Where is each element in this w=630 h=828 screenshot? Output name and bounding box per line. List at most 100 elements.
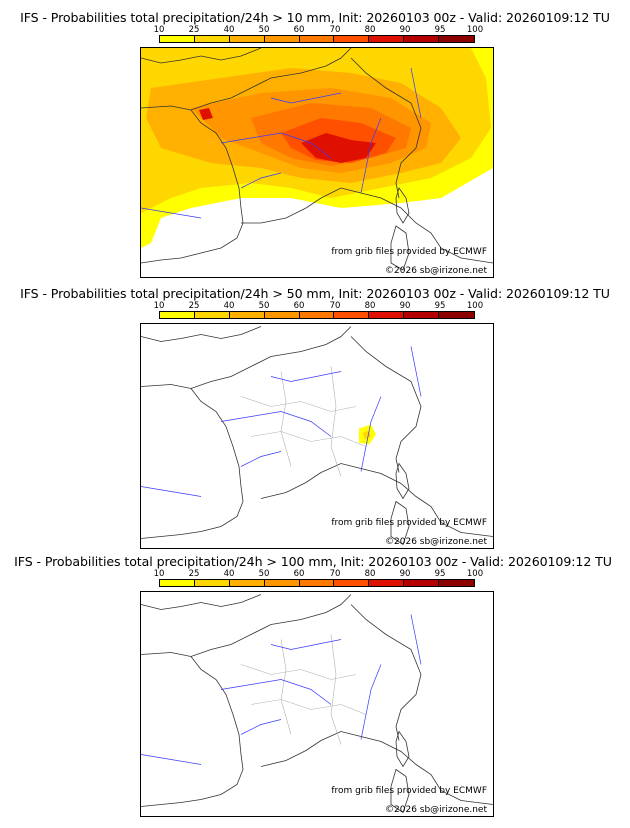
region-line bbox=[240, 664, 357, 680]
colorbar-swatch bbox=[299, 580, 335, 586]
colorbar-tick: 50 bbox=[258, 301, 270, 311]
colorbar-tick: 40 bbox=[223, 569, 235, 579]
colorbar-tick: 80 bbox=[364, 301, 376, 311]
river-garonne bbox=[240, 719, 282, 735]
border-france-east bbox=[350, 604, 422, 741]
river-loire bbox=[220, 679, 332, 705]
colorbar-swatch bbox=[369, 312, 405, 318]
prob-area-80-90-west bbox=[199, 108, 213, 120]
colorbar-swatch bbox=[334, 36, 370, 42]
river-rhine bbox=[410, 67, 422, 119]
colorbar-swatch bbox=[160, 312, 195, 318]
colorbar-tick: 10 bbox=[153, 301, 165, 311]
coastline-channel bbox=[141, 48, 352, 111]
colorbar-swatch bbox=[404, 312, 439, 318]
river-seine bbox=[270, 92, 342, 104]
colorbar-swatch bbox=[229, 312, 265, 318]
coastline-mediterranean bbox=[260, 187, 493, 264]
colorbar bbox=[159, 35, 475, 43]
river-garonne bbox=[240, 451, 282, 467]
region-line bbox=[250, 431, 367, 447]
corsica-coast bbox=[395, 462, 410, 500]
coastline-britain bbox=[141, 48, 262, 64]
coastline-channel bbox=[141, 594, 352, 657]
river-spain bbox=[141, 754, 202, 765]
rivers bbox=[141, 346, 422, 497]
colorbar-swatch bbox=[264, 580, 300, 586]
sardinia-coast bbox=[390, 225, 410, 271]
river-seine bbox=[270, 639, 342, 650]
colorbar-tick: 100 bbox=[466, 569, 484, 579]
colorbar-swatch bbox=[194, 580, 230, 586]
colorbar bbox=[159, 579, 475, 587]
river-loire bbox=[220, 132, 332, 159]
colorbar-tick: 70 bbox=[329, 301, 341, 311]
colorbar-tick: 25 bbox=[188, 25, 200, 35]
colorbar-tick: 100 bbox=[466, 25, 484, 35]
prob-area-80-90 bbox=[301, 133, 376, 163]
river-garonne bbox=[240, 172, 282, 189]
colorbar-swatch bbox=[369, 36, 405, 42]
source-credit: from grib files provided by ECMWF bbox=[331, 247, 487, 257]
colorbar-swatch bbox=[194, 312, 230, 318]
coastline-britain bbox=[141, 326, 262, 342]
corsica-coast bbox=[395, 730, 410, 768]
colorbar-tick: 95 bbox=[434, 301, 446, 311]
panel-title: IFS - Probabilities total precipitation/… bbox=[20, 286, 610, 301]
colorbar-swatch bbox=[229, 36, 265, 42]
probability-map: from grib files provided by ECMWF ©2026 … bbox=[140, 323, 494, 549]
corsica-coast bbox=[395, 187, 410, 224]
colorbar-tick: 70 bbox=[329, 25, 341, 35]
colorbar-tick: 10 bbox=[153, 569, 165, 579]
colorbar-swatch bbox=[404, 580, 439, 586]
coastline-atlantic bbox=[141, 656, 244, 807]
colorbar-swatch bbox=[334, 580, 370, 586]
colorbar-swatch bbox=[299, 36, 335, 42]
coastline-atlantic bbox=[141, 109, 244, 264]
source-credit: from grib files provided by ECMWF bbox=[331, 786, 487, 796]
region-line bbox=[250, 699, 367, 715]
coastline-atlantic bbox=[141, 388, 244, 539]
colorbar-tick: 40 bbox=[223, 25, 235, 35]
colorbar-tick: 90 bbox=[399, 569, 411, 579]
colorbar bbox=[159, 311, 475, 319]
colorbar-tick: 10 bbox=[153, 25, 165, 35]
colorbar-swatch bbox=[404, 36, 439, 42]
colorbar-tick: 100 bbox=[466, 301, 484, 311]
colorbar-tick: 95 bbox=[434, 569, 446, 579]
map-canvas bbox=[141, 326, 493, 546]
coastline-channel bbox=[141, 326, 352, 389]
copyright-credit: ©2026 sb@irizone.net bbox=[385, 805, 487, 815]
coastlines-borders bbox=[141, 48, 493, 271]
river-spain bbox=[141, 207, 202, 219]
probability-map: from grib files provided by ECMWF ©2026 … bbox=[140, 47, 494, 278]
river-spain bbox=[141, 486, 202, 497]
colorbar-tick: 80 bbox=[364, 25, 376, 35]
colorbar-swatch bbox=[160, 580, 195, 586]
precip-shading bbox=[141, 48, 493, 248]
colorbar-swatch bbox=[264, 36, 300, 42]
region-borders bbox=[240, 634, 367, 745]
sardinia-coast bbox=[390, 768, 410, 814]
rivers bbox=[141, 614, 422, 765]
colorbar-tick: 60 bbox=[293, 25, 305, 35]
region-line bbox=[280, 371, 292, 467]
copyright-credit: ©2026 sb@irizone.net bbox=[385, 266, 487, 276]
region-borders bbox=[240, 366, 367, 477]
colorbar-tick: 90 bbox=[399, 301, 411, 311]
region-line bbox=[330, 366, 342, 477]
map-canvas bbox=[141, 594, 493, 814]
colorbar-tick: 25 bbox=[188, 569, 200, 579]
rivers bbox=[141, 67, 422, 219]
river-loire bbox=[220, 411, 332, 437]
map-canvas bbox=[141, 48, 493, 271]
coastline-mediterranean bbox=[260, 731, 493, 805]
colorbar-tick: 70 bbox=[329, 569, 341, 579]
probability-map: from grib files provided by ECMWF ©2026 … bbox=[140, 591, 494, 817]
river-rhone bbox=[360, 396, 382, 472]
panel-title: IFS - Probabilities total precipitation/… bbox=[14, 554, 612, 569]
colorbar-tick: 60 bbox=[293, 569, 305, 579]
colorbar-swatch bbox=[439, 312, 474, 318]
colorbar-tick: 60 bbox=[293, 301, 305, 311]
river-seine bbox=[270, 371, 342, 382]
